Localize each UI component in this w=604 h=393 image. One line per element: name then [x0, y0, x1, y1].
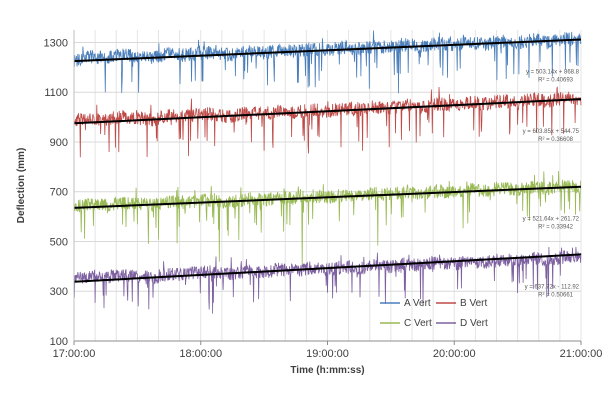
series-line-d-vert [73, 246, 582, 314]
trendline-a-vert [73, 38, 582, 63]
trend-equation: y = 603.85x + 544.75 [523, 129, 580, 135]
x-tick-label: 17:00:00 [53, 348, 96, 360]
legend-label: A Vert [404, 298, 431, 309]
trend-r-squared: R² = 0.40693 [538, 77, 574, 83]
legend-item-d-vert: D Vert [436, 318, 488, 329]
y-tick-label: 1300 [44, 37, 68, 49]
legend-label: D Vert [460, 318, 488, 329]
legend-label: B Vert [460, 298, 487, 309]
series-line-b-vert [73, 86, 582, 158]
trendline-d-vert [73, 253, 582, 283]
y-tick-label: 500 [50, 236, 68, 248]
trend-r-squared: R² = 0.36608 [538, 137, 574, 143]
x-axis-title: Time (h:mm:ss) [290, 365, 364, 376]
legend-item-b-vert: B Vert [436, 298, 487, 309]
legend-label: C Vert [404, 318, 432, 329]
trendline-b-vert [73, 98, 582, 125]
x-tick-label: 18:00:00 [179, 348, 222, 360]
y-axis-title: Deflection (mm) [16, 148, 27, 224]
y-tick-label: 900 [50, 137, 68, 149]
y-tick-label: 100 [50, 336, 68, 348]
x-tick-label: 20:00:00 [433, 348, 476, 360]
trendline-c-vert [73, 185, 582, 209]
y-tick-label: 1100 [44, 87, 68, 99]
y-tick-label: 700 [50, 187, 68, 199]
trend-equations: y = 503.14x + 868.8 R² = 0.40693 y = 603.8… [523, 69, 580, 298]
legend-item-c-vert: C Vert [380, 318, 432, 329]
tick-labels: 100 300 500 700 900 1100 1300 17:00:00 18:00:00 1… [44, 37, 603, 360]
series-lines [73, 30, 582, 314]
legend-item-a-vert: A Vert [380, 298, 431, 309]
legend: A Vert B Vert C Vert D Vert [380, 298, 488, 329]
y-tick-label: 300 [50, 286, 68, 298]
trend-equation: y = 521.64x + 261.72 [523, 217, 580, 223]
axes [73, 30, 582, 345]
trend-r-squared: R² = 0.33942 [538, 225, 574, 231]
series-line-c-vert [73, 170, 582, 268]
trend-equation: y = 503.14x + 868.8 [526, 69, 580, 75]
series-line-a-vert [73, 30, 582, 94]
trend-r-squared: R² = 0.50661 [538, 292, 574, 298]
x-tick-label: 21:00:00 [560, 348, 603, 360]
trend-lines [73, 38, 582, 283]
trend-equation: y = 637.72x - 112.92 [525, 284, 580, 290]
x-tick-label: 19:00:00 [306, 348, 349, 360]
